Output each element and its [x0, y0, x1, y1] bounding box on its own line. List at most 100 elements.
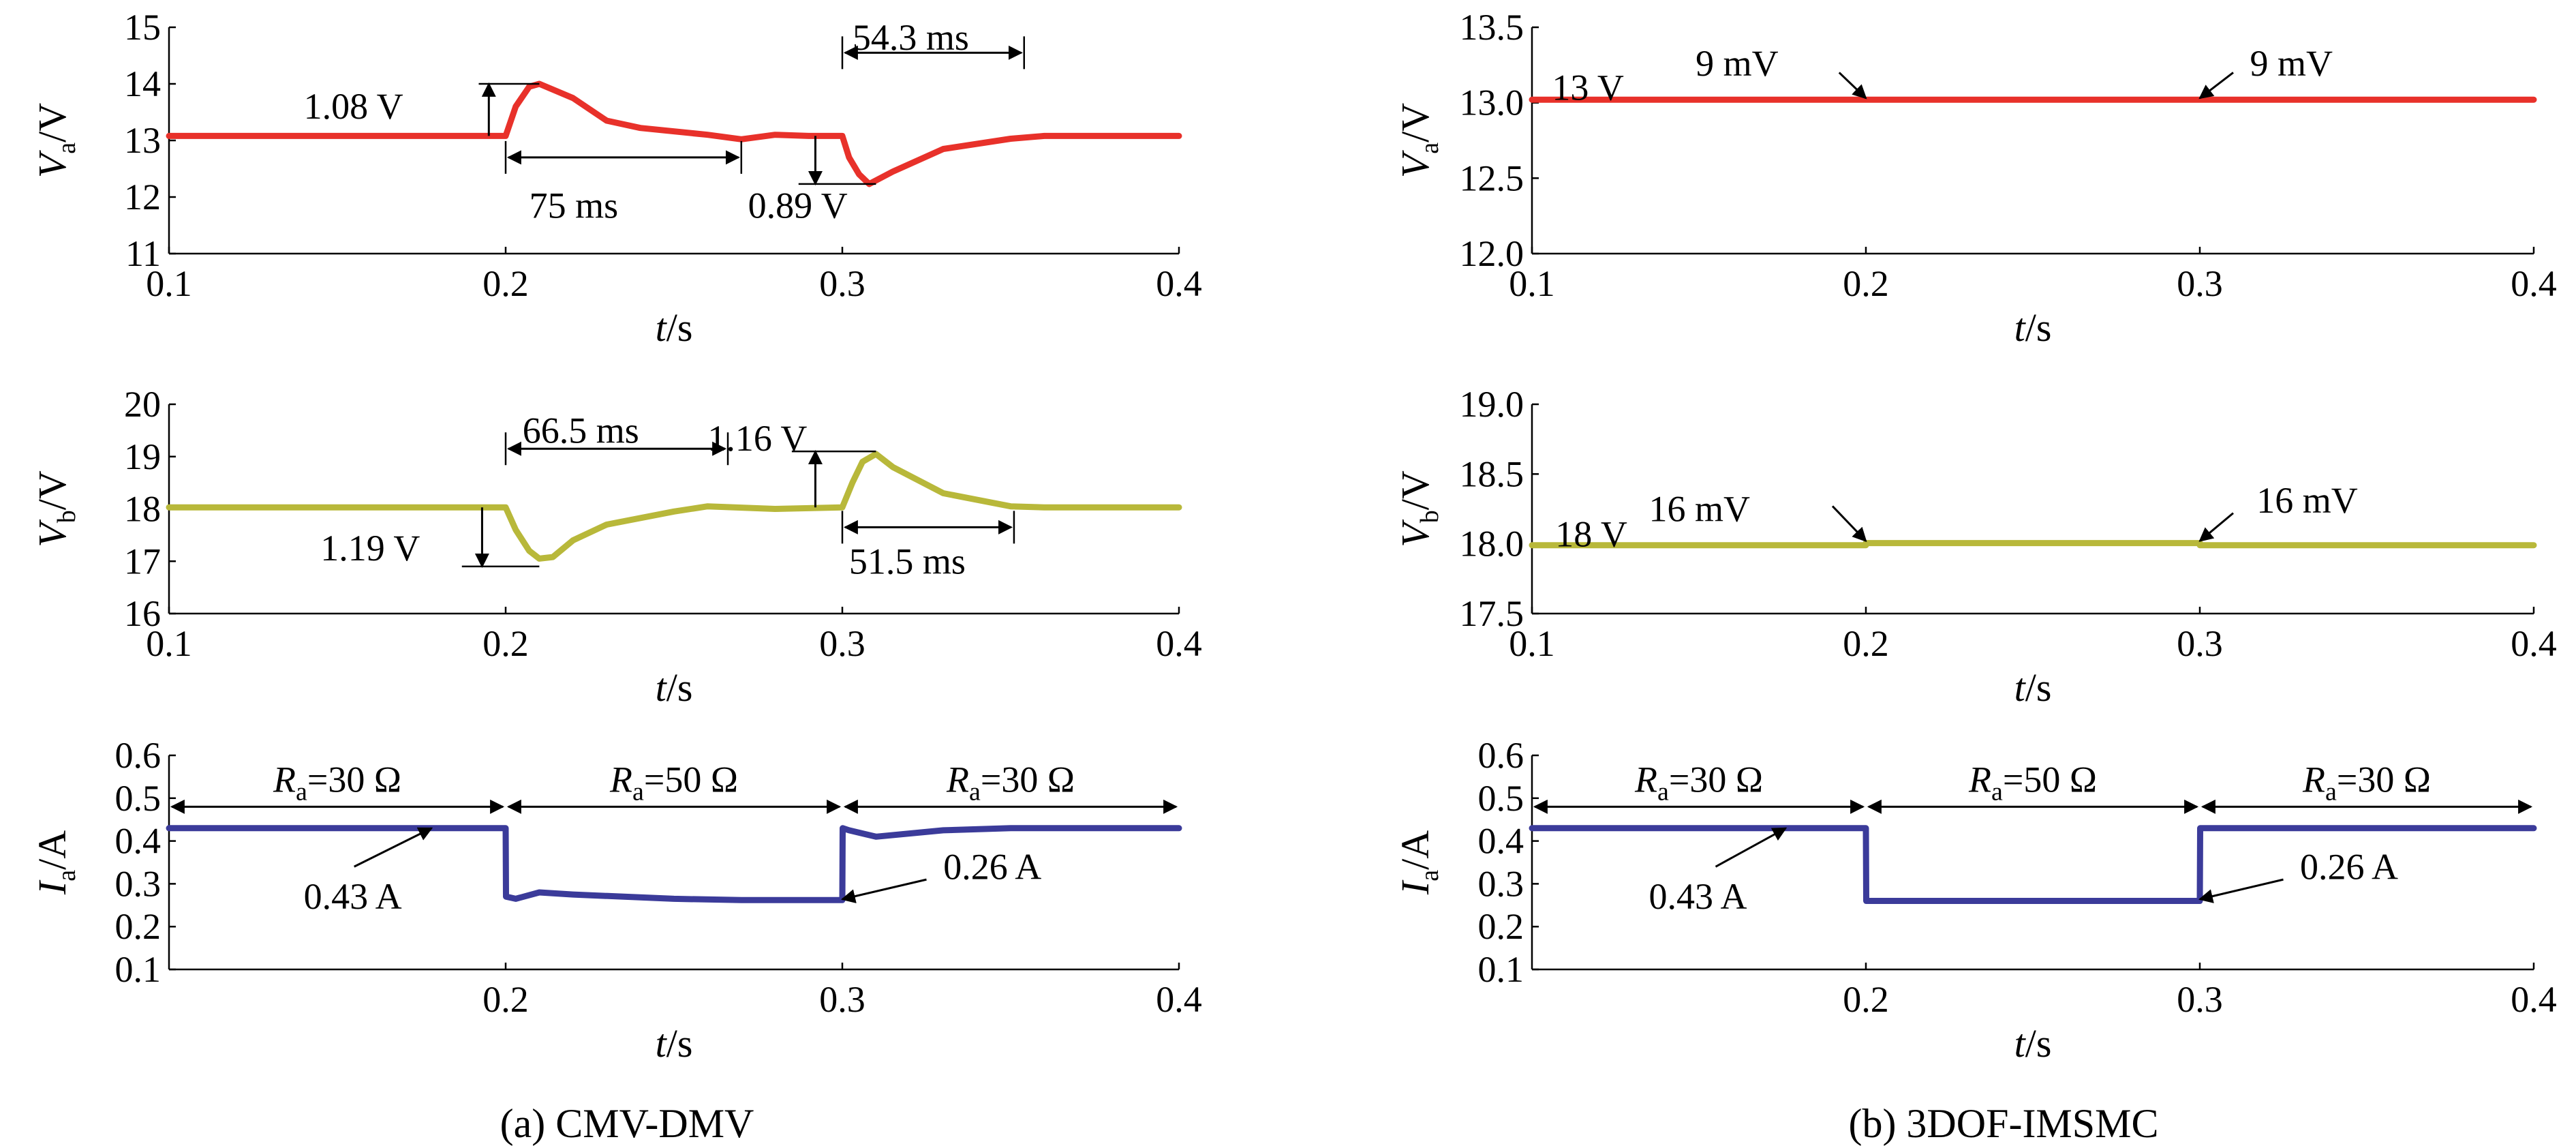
region-label: Ra=30 Ω — [2302, 759, 2431, 806]
y-tick-label: 0.1 — [115, 949, 162, 990]
annotation-label: 13 V — [1552, 67, 1624, 108]
y-tick-label: 17.5 — [1460, 593, 1524, 634]
y-tick-label: 20 — [124, 384, 161, 425]
y-axis-label: Va/V — [1393, 103, 1444, 178]
y-axis-label: Ia/A — [1393, 830, 1444, 895]
y-tick-label: 17 — [124, 541, 161, 582]
region-label: Ra=50 Ω — [1968, 759, 2097, 806]
y-tick-label: 13.0 — [1460, 82, 1524, 123]
y-tick-label: 0.4 — [1478, 821, 1524, 862]
series-line-Ia — [166, 825, 1182, 903]
x-tick-label: 0.3 — [819, 263, 865, 304]
x-tick-label: 0.4 — [2511, 623, 2557, 664]
annotation-label: 0.43 A — [304, 876, 402, 917]
annotation-label: 1.16 V — [707, 418, 807, 459]
chart-a3: 0.2 0.3 0.40.10.20.30.40.50.6t/sIa/ARa=30 … — [30, 735, 1202, 1066]
x-tick-label: 0.4 — [2511, 263, 2557, 304]
y-tick-label: 18.0 — [1460, 524, 1524, 564]
caption-a: (a) CMV-DMV — [500, 1101, 754, 1146]
annotation-label: 75 ms — [530, 185, 619, 226]
y-tick-label: 15 — [124, 7, 161, 48]
y-axis-label: Va/V — [30, 103, 81, 178]
annotation-pointer-arrow — [2198, 512, 2234, 542]
annotation-pointer-arrow — [2198, 72, 2234, 100]
x-tick-label: 0.1 — [146, 263, 192, 304]
x-axis-label: t/s — [656, 665, 693, 710]
annotation-label: 0.26 A — [943, 846, 1041, 887]
x-tick-label: 0.1 — [146, 623, 192, 664]
region-label: Ra=50 Ω — [609, 759, 738, 806]
annotation-pointer-arrow — [1831, 505, 1867, 543]
annotation-label: 18 V — [1555, 513, 1627, 554]
x-tick-label: 0.4 — [2511, 979, 2557, 1020]
annotation-label: 66.5 ms — [523, 410, 639, 451]
y-tick-label: 0.3 — [1478, 863, 1524, 904]
region-label: Ra=30 Ω — [1634, 759, 1763, 806]
y-tick-label: 0.4 — [115, 821, 162, 862]
x-tick-label: 0.2 — [482, 979, 529, 1020]
y-tick-label: 0.2 — [115, 906, 162, 947]
y-tick-label: 19 — [124, 436, 161, 477]
chart-b3: 0.2 0.3 0.40.10.20.30.40.50.6t/sIa/ARa=30 … — [1393, 735, 2557, 1066]
annotation-label: 0.89 V — [748, 185, 848, 226]
series-line-Ia — [1529, 825, 2537, 904]
y-tick-label: 16 — [124, 593, 161, 634]
y-tick-label: 0.2 — [1478, 906, 1524, 947]
region-label: Ra=30 Ω — [946, 759, 1075, 806]
annotation-label: 1.19 V — [320, 528, 420, 569]
y-tick-label: 19.0 — [1460, 384, 1524, 425]
x-tick-label: 0.4 — [1156, 623, 1202, 664]
annotation-label: 9 mV — [1696, 43, 1779, 84]
annotation-label: 0.26 A — [2300, 846, 2398, 887]
y-tick-label: 0.6 — [1478, 735, 1524, 776]
x-axis-label: t/s — [2014, 1021, 2052, 1066]
chart-b2: 0.1 0.2 0.3 0.4 17.5 18.0 18.5 19.0 t/s Vb/V 18 V 1… — [1393, 384, 2557, 710]
y-tick-label: 12 — [124, 177, 161, 217]
y-tick-label: 0.6 — [115, 735, 162, 776]
x-tick-label: 0.3 — [2177, 263, 2223, 304]
x-axis-label: t/s — [656, 305, 693, 350]
x-tick-label: 0.2 — [1843, 979, 1889, 1020]
series-line-Vb — [1529, 540, 2537, 549]
x-tick-label: 0.3 — [819, 979, 865, 1020]
y-tick-label: 18.5 — [1460, 453, 1524, 494]
x-axis-label: t/s — [2014, 665, 2052, 710]
y-tick-label: 14 — [124, 63, 161, 104]
region-label: Ra=30 Ω — [273, 759, 401, 806]
y-tick-label: 11 — [125, 233, 161, 274]
series-line-Va — [166, 80, 1182, 187]
y-tick-label: 13 — [124, 120, 161, 161]
annotation-label: 54.3 ms — [853, 17, 969, 58]
annotation-pointer-arrow — [1715, 827, 1788, 868]
y-tick-label: 13.5 — [1460, 7, 1524, 48]
annotation-label: 1.08 V — [304, 86, 403, 127]
x-tick-label: 0.3 — [2177, 979, 2223, 1020]
y-axis-label: Ia/A — [30, 830, 81, 895]
y-tick-label: 0.1 — [1478, 949, 1524, 990]
x-tick-label: 0.4 — [1156, 979, 1202, 1020]
annotation-label: 9 mV — [2250, 43, 2333, 84]
x-tick-label: 0.2 — [1843, 263, 1889, 304]
x-axis-label: t/s — [2014, 305, 2052, 350]
annotation-pointer-arrow — [2198, 878, 2284, 903]
y-tick-label: 12.0 — [1460, 233, 1524, 274]
annotation-pointer-arrow — [1838, 72, 1867, 100]
x-tick-label: 0.3 — [2177, 623, 2223, 664]
x-tick-label: 0.1 — [1509, 263, 1555, 304]
chart-a1: 0.1 0.2 0.3 0.4 11 12 13 14 15 t/s Va/V 1.08 V 75 ms… — [30, 7, 1202, 350]
annotation-pointer-arrow — [354, 827, 433, 868]
y-axis-label: Vb/V — [1393, 470, 1444, 547]
annotation-pointer-arrow — [840, 878, 927, 903]
annotation-label: 16 mV — [1649, 489, 1751, 530]
x-axis-label: t/s — [656, 1021, 693, 1066]
y-tick-label: 0.5 — [115, 778, 162, 819]
annotation-label: 16 mV — [2256, 480, 2358, 521]
y-tick-label: 0.5 — [1478, 778, 1524, 819]
x-tick-label: 0.2 — [482, 263, 529, 304]
y-tick-label: 18 — [124, 489, 161, 530]
y-tick-label: 0.3 — [115, 863, 162, 904]
y-axis-label: Vb/V — [30, 470, 81, 547]
x-tick-label: 0.4 — [1156, 263, 1202, 304]
chart-a2: 0.1 0.2 0.3 0.4 16 17 18 19 20 t/s Vb/V 66.5 ms 1.19… — [30, 384, 1202, 710]
chart-b1: 0.1 0.2 0.3 0.4 12.0 12.5 13.0 13.5 t/s Va/V 13 V 9… — [1393, 7, 2557, 350]
